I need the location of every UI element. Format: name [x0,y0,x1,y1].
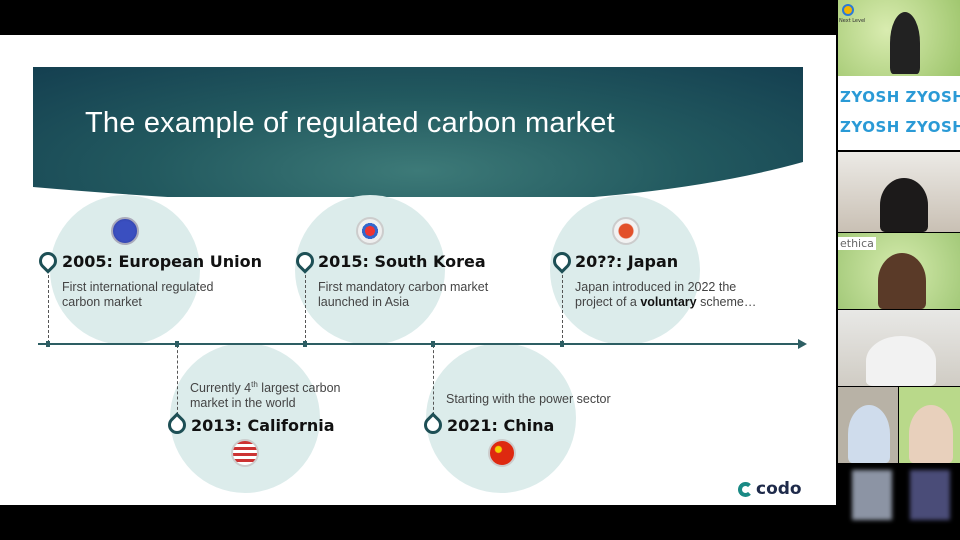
event-title: 2005: European Union [62,252,263,271]
circle-california [170,343,320,493]
timeline-tick [560,341,564,347]
eu-flag-icon [111,217,139,245]
event-title: 20??: Japan [575,252,679,271]
dashed-connector [562,275,563,343]
slide-title: The example of regulated carbon market [85,107,615,139]
participant-avatar [866,336,936,386]
event-desc: Japan introduced in 2022 the project of a… [575,280,757,309]
china-flag-icon [488,439,516,467]
event-title: 2013: California [191,416,335,435]
title-banner [33,67,803,197]
timeline-tick [46,341,50,347]
participant-video-tile[interactable] [838,310,960,386]
timeline-tick [175,341,179,347]
presentation-slide: The example of regulated carbon market 2… [0,35,836,505]
participant-avatar [909,405,953,463]
event-title: 2021: China [447,416,555,435]
codo-logo-icon [738,481,753,497]
pixelated-participant[interactable] [910,470,950,520]
tile-label: Next Level [839,18,866,24]
pixelated-participant[interactable] [852,470,892,520]
participant-video-tile[interactable] [838,387,898,463]
participant-avatar [890,12,920,74]
participant-video-tile[interactable]: ethica [838,233,960,309]
participant-avatar [880,178,928,232]
participant-avatar [848,405,890,463]
event-desc: Currently 4th largest carbon market in th… [190,380,341,411]
timeline-tick [431,341,435,347]
us-flag-icon [231,439,259,467]
next-level-logo-icon [842,4,854,16]
event-desc: First mandatory carbon market launched in… [318,280,489,309]
participant-video-tile[interactable]: Next Level [838,0,960,76]
timeline-tick [303,341,307,347]
timeline-axis [38,343,800,345]
dashed-connector [48,275,49,343]
tile-label: ethica [838,237,876,250]
japan-flag-icon [612,217,640,245]
dashed-connector [177,345,178,415]
timeline-arrow-icon [798,339,807,349]
participant-video-tile[interactable]: ZYOSH ZYOSH ZYOSH ZYOSH [838,76,960,150]
event-desc: First international regulated carbon mark… [62,280,214,309]
circle-china [426,343,576,493]
dashed-connector [433,345,434,415]
participant-video-tile[interactable] [899,387,960,463]
dashed-connector [305,275,306,343]
event-desc: Starting with the power sector [446,392,611,406]
codo-logo: codo [738,479,802,499]
event-title: 2015: South Korea [318,252,486,271]
participant-avatar [878,253,926,309]
participant-video-tile[interactable] [838,152,960,232]
south-korea-flag-icon [356,217,384,245]
